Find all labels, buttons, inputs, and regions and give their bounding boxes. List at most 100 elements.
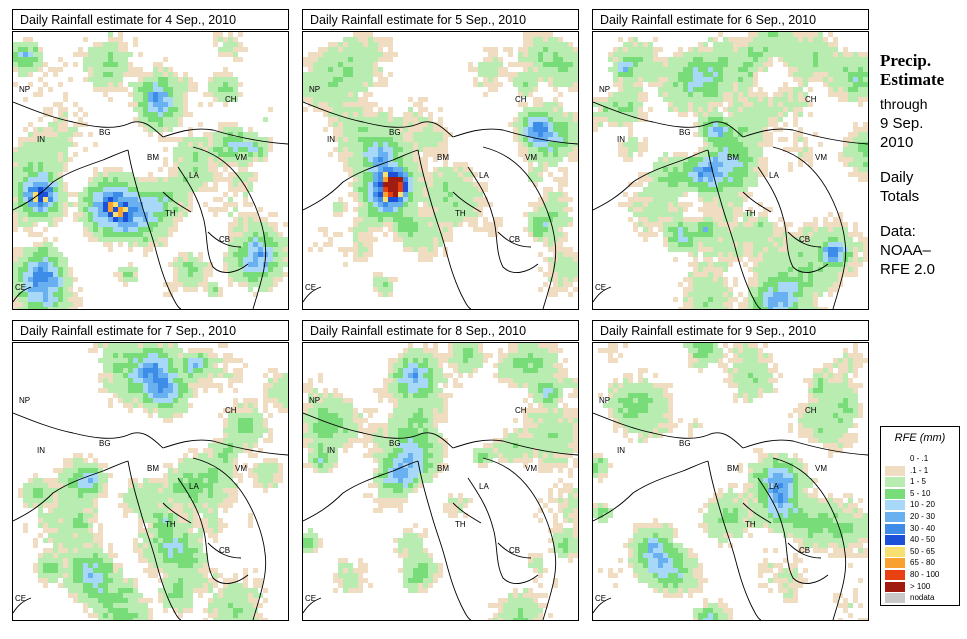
country-label: BM — [437, 153, 449, 162]
legend-label: 50 - 65 — [910, 546, 935, 556]
rainfall-field: NP IN BG BM CH VM LA TH CB CE — [303, 32, 578, 309]
panel-title: Daily Rainfall estimate for 6 Sep., 2010 — [592, 9, 869, 30]
country-label: CE — [595, 594, 606, 603]
legend-swatch — [885, 535, 905, 546]
panel-title: Daily Rainfall estimate for 5 Sep., 2010 — [302, 9, 579, 30]
country-label: LA — [189, 171, 199, 180]
country-label: BM — [727, 153, 739, 162]
country-label: BG — [389, 439, 401, 448]
map-panel-sep-7: Daily Rainfall estimate for 7 Sep., 2010… — [12, 320, 289, 621]
legend-swatch — [885, 523, 905, 534]
legend-label: 1 - 5 — [910, 477, 927, 487]
legend-label: 0 - .1 — [910, 454, 929, 463]
country-label: CH — [805, 406, 817, 415]
rainfall-field: NP IN BG BM CH VM LA TH CB CE — [303, 343, 578, 620]
legend-swatch — [885, 454, 905, 464]
data-line-1: Data: — [880, 223, 916, 240]
country-label: BG — [679, 439, 691, 448]
country-label: LA — [769, 482, 779, 491]
side-annotation: Precip. Estimate through 9 Sep. 2010 Dai… — [880, 51, 944, 279]
legend-swatch — [885, 593, 905, 604]
legend-label: 65 - 80 — [910, 558, 935, 568]
legend-swatch — [885, 465, 905, 476]
country-label: VM — [525, 153, 537, 162]
country-label: IN — [37, 446, 45, 455]
daily-line-2: Totals — [880, 188, 920, 205]
country-label: BG — [389, 128, 401, 137]
country-label: TH — [745, 520, 756, 529]
country-label: CB — [509, 546, 520, 555]
country-label: BM — [147, 153, 159, 162]
country-label: CH — [515, 95, 527, 104]
country-label: CE — [305, 283, 316, 292]
country-label: IN — [617, 135, 625, 144]
country-label: BG — [99, 439, 111, 448]
title-line-2: Estimate — [880, 70, 945, 89]
country-label: NP — [599, 85, 610, 94]
country-label: BG — [99, 128, 111, 137]
country-label: NP — [599, 396, 610, 405]
country-label: BM — [727, 464, 739, 473]
country-label: IN — [327, 135, 335, 144]
country-label: IN — [617, 446, 625, 455]
date-line-1: 9 Sep. — [880, 115, 924, 132]
country-label: BG — [679, 128, 691, 137]
country-label: CB — [219, 546, 230, 555]
panel-title: Daily Rainfall estimate for 4 Sep., 2010 — [12, 9, 289, 30]
data-line-2: NOAA– — [880, 242, 931, 259]
legend-swatch — [885, 477, 905, 488]
legend-label: nodata — [910, 593, 935, 603]
legend-label: 10 - 20 — [910, 500, 935, 510]
country-label: VM — [525, 464, 537, 473]
country-label: NP — [309, 396, 320, 405]
title-line-1: Precip. — [880, 51, 932, 70]
country-label: BM — [437, 464, 449, 473]
country-label: TH — [165, 209, 176, 218]
country-label: CE — [595, 283, 606, 292]
rainfall-map: NP IN BG BM CH VM LA TH CB CE — [12, 342, 289, 621]
legend-label: > 100 — [910, 581, 931, 591]
country-label: CB — [799, 546, 810, 555]
country-label: TH — [455, 520, 466, 529]
country-label: NP — [309, 85, 320, 94]
panel-title: Daily Rainfall estimate for 9 Sep., 2010 — [592, 320, 869, 341]
daily-line-1: Daily — [880, 169, 914, 186]
country-label: LA — [479, 171, 489, 180]
legend-swatch — [885, 570, 905, 580]
rainfall-map: NP IN BG BM CH VM LA TH CB CE — [302, 31, 579, 310]
legend-label: .1 - 1 — [910, 465, 929, 475]
legend-label: 30 - 40 — [910, 523, 935, 533]
rainfall-field: NP IN BG BM CH VM LA TH CB CE — [13, 343, 288, 620]
map-panel-sep-4: Daily Rainfall estimate for 4 Sep., 2010… — [12, 9, 289, 310]
date-line-2: 2010 — [880, 134, 914, 151]
country-label: TH — [165, 520, 176, 529]
map-panel-sep-9: Daily Rainfall estimate for 9 Sep., 2010… — [592, 320, 869, 621]
legend-swatch — [885, 488, 905, 499]
country-label: CE — [305, 594, 316, 603]
map-panel-sep-5: Daily Rainfall estimate for 5 Sep., 2010… — [302, 9, 579, 310]
country-label: IN — [37, 135, 45, 144]
country-label: VM — [235, 464, 247, 473]
country-label: CH — [805, 95, 817, 104]
rainfall-field: NP IN BG BM CH VM LA TH CB CE — [593, 32, 868, 309]
legend-swatch — [885, 512, 905, 522]
rainfall-map: NP IN BG BM CH VM LA TH CB CE — [592, 31, 869, 310]
country-label: IN — [327, 446, 335, 455]
legend-label: 20 - 30 — [910, 512, 935, 521]
legend-label: 80 - 100 — [910, 570, 940, 579]
rainfall-map: NP IN BG BM CH VM LA TH CB CE — [302, 342, 579, 621]
country-label: CB — [219, 235, 230, 244]
country-label: BM — [147, 464, 159, 473]
country-label: NP — [19, 396, 30, 405]
rainfall-field: NP IN BG BM CH VM LA TH CB CE — [13, 32, 288, 309]
panel-title: Daily Rainfall estimate for 7 Sep., 2010 — [12, 320, 289, 341]
country-label: CB — [799, 235, 810, 244]
legend-swatch — [885, 581, 905, 592]
panel-title: Daily Rainfall estimate for 8 Sep., 2010 — [302, 320, 579, 341]
map-panel-sep-8: Daily Rainfall estimate for 8 Sep., 2010… — [302, 320, 579, 621]
legend-title: RFE (mm) — [894, 432, 946, 444]
country-label: LA — [479, 482, 489, 491]
rainfall-field: NP IN BG BM CH VM LA TH CB CE — [593, 343, 868, 620]
country-label: LA — [769, 171, 779, 180]
